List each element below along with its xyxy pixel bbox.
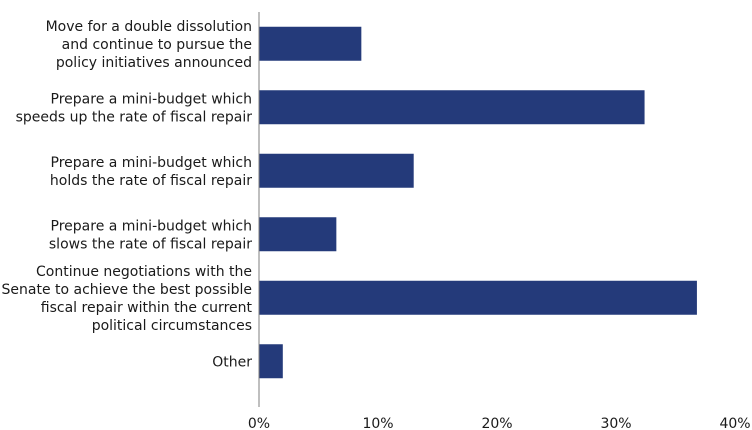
category-label: Prepare a mini-budget which speeds up the… [16,91,253,125]
bar [259,217,337,252]
category-label: Prepare a mini-budget which holds the rat… [50,155,252,189]
category-label-line: and continue to pursue the [62,37,252,53]
category-label-line: Prepare a mini-budget which [51,91,252,107]
category-label-line: policy initiatives announced [56,55,252,71]
bar [259,280,697,315]
category-label-line: slows the rate of fiscal repair [49,236,252,252]
category-label-line: Senate to achieve the best possible [2,282,253,298]
category-label: Prepare a mini-budget which slows the rat… [49,218,252,252]
category-label-line: holds the rate of fiscal repair [50,173,252,189]
category-label: Continue negotiations with the Senate to … [2,264,253,334]
x-tick-label: 10% [362,416,393,430]
x-tick-label: 30% [600,416,631,430]
bar [259,153,414,188]
category-label-line: speeds up the rate of fiscal repair [16,109,253,125]
category-label-line: fiscal repair within the current [41,300,253,316]
x-tick-label: 40% [719,416,750,430]
x-tick-label: 0% [248,416,270,430]
x-tick-label: 20% [481,416,512,430]
category-label-line: Other [212,354,252,370]
bar [259,344,283,379]
category-label-line: political circumstances [92,318,252,334]
category-label-line: Move for a double dissolution [46,19,252,35]
category-label: Other [212,354,252,370]
category-label-line: Prepare a mini-budget which [51,155,252,171]
category-label-line: Continue negotiations with the [36,264,252,280]
bar [259,90,645,125]
bar [259,26,362,61]
category-label: Move for a double dissolution and continu… [46,19,252,71]
category-label-line: Prepare a mini-budget which [51,218,252,234]
